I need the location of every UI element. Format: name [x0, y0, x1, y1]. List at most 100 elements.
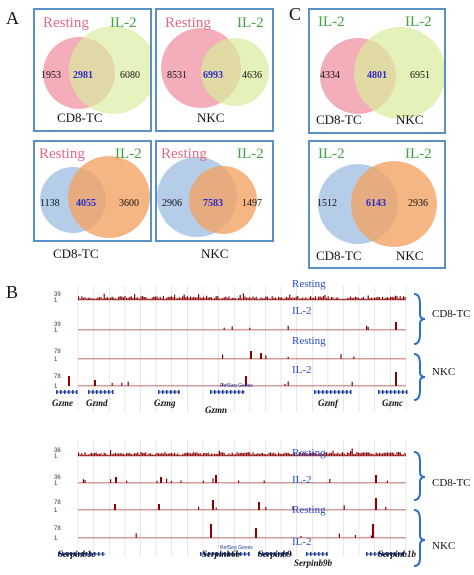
- signal-bar: [252, 296, 253, 300]
- signal-bar: [139, 455, 140, 456]
- signal-bar: [200, 297, 201, 300]
- gene-exon: [342, 390, 344, 394]
- signal-bar: [387, 297, 388, 300]
- signal-bar: [161, 299, 162, 300]
- signal-bar: [208, 453, 209, 456]
- gene-exon: [214, 390, 216, 394]
- venn-right-count: 3600: [119, 198, 139, 209]
- signal-bar: [126, 481, 127, 483]
- gene-exon: [60, 390, 62, 394]
- gene-exon: [242, 390, 244, 394]
- signal-bar: [259, 299, 260, 300]
- signal-bar: [84, 297, 85, 300]
- signal-bar: [392, 452, 393, 456]
- signal-bar: [379, 453, 380, 456]
- venn-overlap-count: 4801: [367, 70, 387, 81]
- venn-right-count: 2936: [408, 198, 428, 209]
- signal-bar: [171, 481, 172, 483]
- signal-bar: [398, 452, 399, 456]
- signal-peak: [372, 524, 374, 538]
- signal-bar: [291, 298, 292, 300]
- gene-exon: [330, 390, 332, 394]
- signal-bar: [86, 455, 87, 456]
- signal-bar: [108, 298, 109, 300]
- venn-left-label: Resting: [165, 15, 211, 31]
- signal-bar: [304, 299, 305, 300]
- signal-bar: [89, 454, 90, 456]
- venn-caption-row: CD8-TC: [33, 243, 148, 263]
- signal-bar: [283, 299, 284, 300]
- signal-bar: [244, 453, 245, 456]
- signal-bar: [156, 481, 157, 483]
- venn-diagram: Resting IL-2 8531 6993 4636 NKC: [157, 10, 272, 130]
- signal-bar: [352, 449, 353, 456]
- gene-exon: [318, 552, 320, 556]
- gene-label: Serpinb6b: [202, 549, 240, 559]
- signal-bar: [224, 328, 225, 330]
- signal-bar: [129, 297, 130, 300]
- signal-bar: [374, 298, 375, 300]
- signal-bar: [147, 298, 148, 300]
- signal-peak: [375, 498, 377, 510]
- signal-bar: [153, 455, 154, 456]
- signal-bar: [96, 298, 97, 300]
- venn-diagram: Resting IL-2 1138 4055 3600: [35, 142, 150, 240]
- group-brackets: [412, 292, 432, 572]
- signal-bar: [230, 299, 231, 300]
- signal-bar: [179, 297, 180, 300]
- venn-box-cd8-vs-nkc-il2-2: IL-2 IL-2 1512 6143 2936 CD8-TC NKC: [308, 140, 446, 269]
- signal-bar: [94, 299, 95, 300]
- track-scale-min: 1: [54, 328, 58, 334]
- signal-bar: [281, 454, 282, 456]
- signal-bar: [331, 297, 332, 300]
- signal-bar: [289, 294, 290, 300]
- signal-peak: [258, 502, 260, 510]
- signal-bar: [235, 454, 236, 456]
- signal-bar: [241, 298, 242, 300]
- signal-bar: [134, 294, 135, 300]
- venn-overlap-count: 6143: [366, 198, 386, 209]
- signal-bar: [243, 293, 244, 300]
- signal-bar: [344, 505, 345, 510]
- gene-exon: [244, 552, 246, 556]
- track-scale-min: 1: [54, 508, 58, 514]
- signal-bar: [164, 452, 165, 456]
- signal-bar: [104, 453, 105, 456]
- signal-bar: [379, 297, 380, 300]
- venn-diagram: Resting IL-2 2906 7583 1497: [157, 142, 272, 240]
- signal-bar: [390, 453, 391, 456]
- venn-right-count: 6951: [410, 70, 430, 81]
- signal-bar: [83, 479, 84, 483]
- signal-bar: [371, 535, 372, 538]
- track-label-il2: IL-2: [292, 536, 312, 548]
- signal-bar: [112, 297, 113, 300]
- signal-bar: [278, 297, 279, 300]
- venn-box-cd8-resting-vs-il2-2: Resting IL-2 1138 4055 3600: [33, 140, 152, 242]
- signal-bar: [219, 299, 220, 300]
- signal-bar: [118, 297, 119, 300]
- signal-bar: [312, 298, 313, 300]
- signal-bar: [275, 297, 276, 300]
- signal-bar: [118, 454, 119, 456]
- signal-bar: [238, 454, 239, 456]
- signal-bar: [400, 296, 401, 300]
- gene-label: Gzmd: [86, 398, 108, 408]
- gene-exon: [366, 552, 368, 556]
- signal-bar: [212, 454, 213, 456]
- panel-label-b: B: [6, 282, 18, 303]
- signal-bar: [272, 453, 273, 456]
- signal-bar: [110, 298, 111, 300]
- signal-bar: [262, 453, 263, 456]
- signal-bar: [182, 454, 183, 456]
- signal-bar: [156, 296, 157, 300]
- signal-bar: [353, 356, 354, 359]
- gene-exon: [166, 390, 168, 394]
- signal-bar: [110, 479, 111, 483]
- signal-bar: [102, 299, 103, 300]
- signal-bar: [150, 299, 151, 300]
- signal-bar: [382, 454, 383, 456]
- signal-bar: [366, 453, 367, 456]
- signal-bar: [92, 298, 93, 300]
- signal-bar: [203, 481, 204, 483]
- signal-bar: [128, 382, 129, 386]
